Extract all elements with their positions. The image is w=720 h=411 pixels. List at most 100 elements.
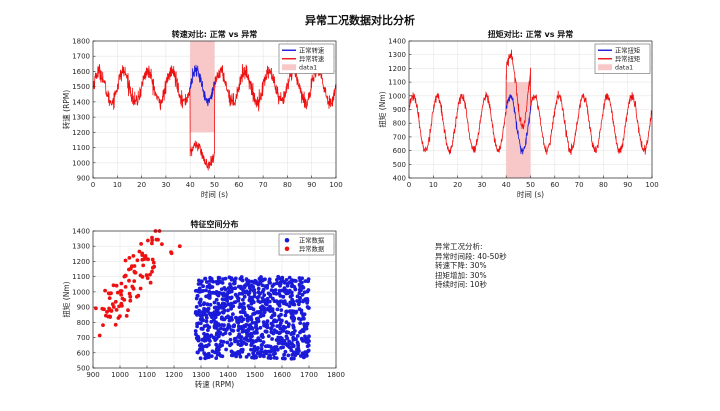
normal-data-point (222, 308, 227, 313)
normal-data-point (281, 329, 286, 333)
abnormal-data-point (138, 273, 143, 278)
y-tick-label: 900 (393, 106, 406, 114)
x-tick-label: 40 (186, 181, 195, 189)
normal-data-point (293, 310, 298, 315)
normal-data-point (228, 296, 233, 301)
normal-data-point (292, 356, 296, 361)
y-tick-label: 1700 (72, 53, 90, 61)
y-axis-label: 扭矩 (Nm) (61, 281, 71, 317)
normal-data-point (244, 313, 248, 318)
normal-data-point (283, 356, 287, 361)
y-axis-label: 转速 (RPM) (61, 90, 71, 130)
x-tick-label: 90 (307, 181, 316, 189)
normal-data-point (221, 293, 226, 298)
abnormal-series-line (92, 62, 337, 171)
abnormal-data-point (127, 291, 132, 296)
normal-data-point (287, 304, 292, 308)
normal-data-point (274, 299, 279, 304)
abnormal-data-point (114, 308, 119, 312)
y-tick-label: 1600 (72, 68, 90, 76)
normal-data-point (223, 287, 228, 292)
normal-data-point (196, 282, 201, 286)
normal-data-point (229, 315, 234, 320)
x-tick-label: 0 (91, 181, 95, 189)
normal-data-point (238, 310, 243, 314)
normal-data-point (307, 306, 311, 310)
abnormal-data-point (103, 288, 107, 293)
normal-data-point (298, 321, 303, 325)
x-tick-label: 1000 (111, 371, 129, 379)
normal-data-point (229, 349, 234, 354)
normal-data-point (259, 275, 263, 279)
normal-data-point (301, 339, 305, 343)
normal-data-point (249, 317, 254, 322)
normal-data-point (256, 346, 260, 350)
normal-data-point (283, 349, 288, 354)
abnormal-series-line (408, 49, 653, 155)
normal-data-point (247, 327, 251, 331)
normal-data-point (290, 309, 294, 313)
abnormal-data-point (107, 306, 111, 311)
normal-data-point (238, 315, 242, 320)
abnormal-data-point (108, 315, 112, 319)
abnormal-data-point (117, 304, 121, 309)
abnormal-data-point (119, 281, 124, 286)
normal-data-point (251, 307, 256, 312)
y-tick-label: 400 (393, 175, 406, 183)
normal-data-point (262, 293, 267, 297)
normal-data-point (197, 308, 202, 313)
normal-data-point (256, 319, 261, 323)
chart-title: 扭矩对比: 正常 vs 异常 (488, 29, 574, 39)
normal-data-point (265, 286, 269, 290)
normal-data-point (212, 305, 217, 310)
normal-data-point (269, 288, 274, 293)
abnormal-data-point (141, 263, 146, 268)
normal-data-point (256, 351, 261, 356)
x-tick-label: 100 (645, 181, 658, 189)
normal-data-point (238, 335, 243, 340)
y-tick-label: 1200 (388, 65, 406, 73)
figure-title: 异常工况数据对比分析 (305, 13, 415, 27)
normal-data-point (253, 311, 257, 315)
normal-data-point (291, 350, 296, 355)
normal-data-point (219, 326, 223, 331)
normal-data-point (199, 289, 204, 294)
normal-data-point (307, 334, 311, 339)
y-tick-label: 1100 (388, 79, 406, 87)
legend-label: 正常转速 (299, 46, 325, 55)
normal-data-point (284, 342, 289, 347)
normal-data-point (292, 316, 297, 321)
normal-data-point (296, 343, 300, 348)
normal-data-point (228, 337, 233, 342)
normal-data-point (203, 276, 208, 281)
normal-data-point (205, 332, 210, 337)
normal-data-point (229, 301, 234, 306)
abnormal-data-point (123, 258, 128, 263)
legend-box (278, 233, 335, 256)
normal-data-point (268, 292, 273, 297)
normal-data-point (278, 323, 282, 327)
normal-data-point (232, 324, 236, 329)
normal-data-point (306, 279, 310, 284)
normal-data-point (195, 350, 200, 355)
normal-data-point (214, 332, 219, 337)
axes-frame (92, 230, 337, 369)
normal-data-point (236, 296, 241, 301)
torque-comparison-chart: 0 10 20 30 40 50 60 70 80 90 100 400 500 600 700 800 900… (377, 29, 659, 199)
normal-data-point (250, 320, 255, 325)
normal-data-point (202, 351, 207, 356)
normal-data-point (228, 331, 232, 336)
normal-data-point (226, 308, 230, 313)
normal-data-point (198, 303, 203, 307)
normal-data-point (200, 327, 205, 331)
normal-data-point (225, 340, 230, 345)
y-tick-label: 700 (77, 334, 90, 342)
normal-data-point (201, 318, 206, 323)
normal-data-point (274, 356, 279, 360)
annotation-line: 异常工况分析: (435, 242, 483, 251)
normal-data-point (229, 277, 234, 282)
normal-data-point (198, 297, 203, 302)
legend-label: 正常数据 (299, 236, 325, 245)
